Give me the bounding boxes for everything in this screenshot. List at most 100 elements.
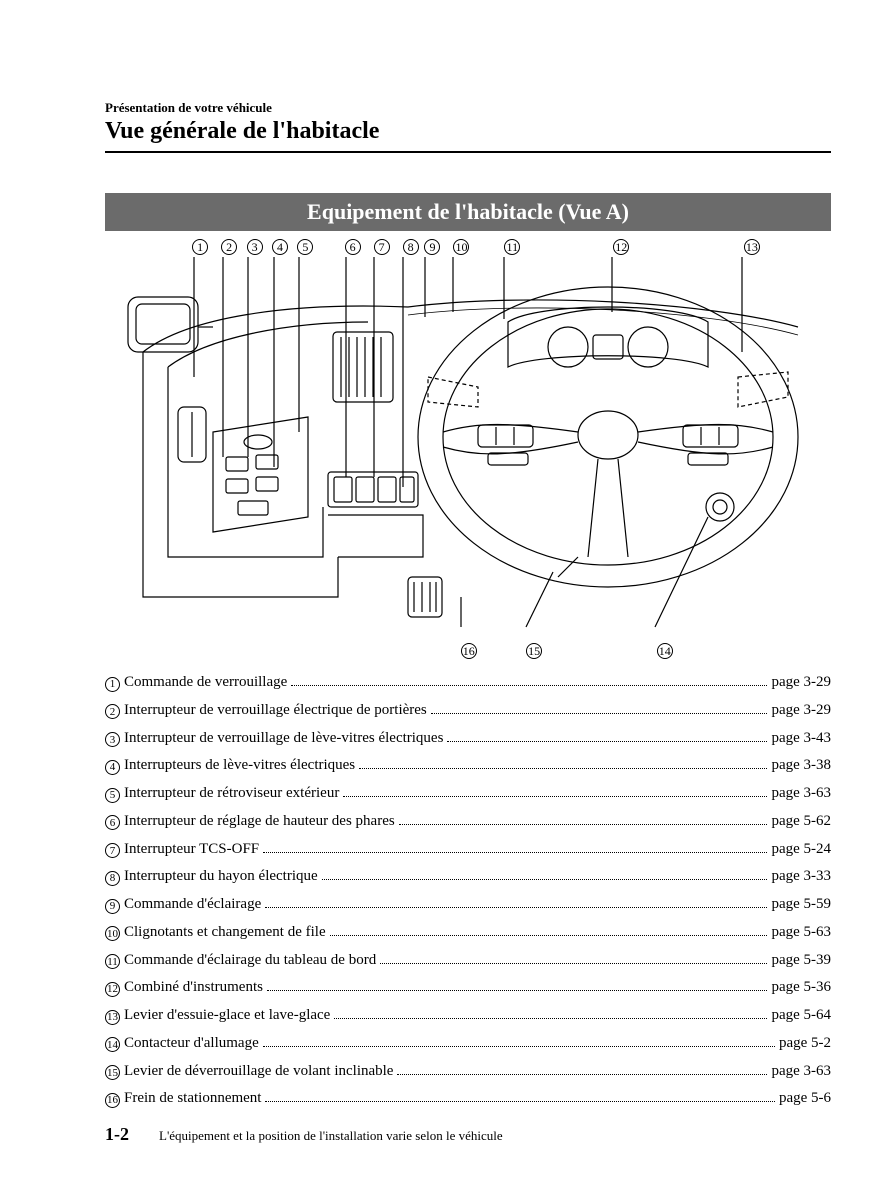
legend-leader-dots [291, 685, 767, 686]
callout-14: 14 [657, 643, 673, 659]
legend-number: 4 [105, 760, 120, 775]
legend-label: Commande de verrouillage [124, 669, 287, 697]
legend-number: 6 [105, 815, 120, 830]
header-large: Vue générale de l'habitacle [105, 118, 831, 153]
legend-page-ref: page 3-63 [771, 780, 831, 808]
legend-label: Commande d'éclairage du tableau de bord [124, 947, 376, 975]
legend-row: 10 Clignotants et changement de file page… [105, 919, 831, 947]
legend-row: 14 Contacteur d'allumage page 5-2 [105, 1030, 831, 1058]
legend-row: 11 Commande d'éclairage du tableau de bor… [105, 947, 831, 975]
legend-page-ref: page 5-59 [771, 891, 831, 919]
legend-row: 3Interrupteur de verrouillage de lève-vi… [105, 725, 831, 753]
legend-leader-dots [431, 713, 768, 714]
legend-label: Combiné d'instruments [124, 974, 263, 1002]
legend-number: 9 [105, 899, 120, 914]
legend-page-ref: page 5-64 [771, 1002, 831, 1030]
legend-number: 16 [105, 1093, 120, 1108]
legend-number: 10 [105, 926, 120, 941]
legend-page-ref: page 5-24 [771, 836, 831, 864]
legend-number: 8 [105, 871, 120, 886]
legend-number: 13 [105, 1010, 120, 1025]
legend-number: 7 [105, 843, 120, 858]
legend-row: 15 Levier de déverrouillage de volant inc… [105, 1058, 831, 1086]
legend-row: 9 Commande d'éclairage page 5-59 [105, 891, 831, 919]
legend-row: 12Combiné d'instruments page 5-36 [105, 974, 831, 1002]
legend-row: 4 Interrupteurs de lève-vitres électrique… [105, 752, 831, 780]
legend-number: 14 [105, 1037, 120, 1052]
legend-page-ref: page 5-6 [779, 1085, 831, 1113]
legend-label: Interrupteurs de lève-vitres électriques [124, 752, 355, 780]
legend-leader-dots [322, 879, 768, 880]
footer-page-number: 1-2 [105, 1124, 129, 1145]
legend-page-ref: page 3-43 [771, 725, 831, 753]
legend-leader-dots [265, 1101, 774, 1102]
legend-label: Levier d'essuie-glace et lave-glace [124, 1002, 330, 1030]
section-title-bar: Equipement de l'habitacle (Vue A) [105, 193, 831, 231]
legend-leader-dots [334, 1018, 767, 1019]
legend-label: Contacteur d'allumage [124, 1030, 259, 1058]
legend-leader-dots [397, 1074, 767, 1075]
callout-12: 12 [613, 239, 629, 255]
legend-number: 15 [105, 1065, 120, 1080]
callout-5: 5 [297, 239, 313, 255]
legend-number: 2 [105, 704, 120, 719]
callout-7: 7 [374, 239, 390, 255]
callout-2: 2 [221, 239, 237, 255]
legend-label: Interrupteur de verrouillage électrique … [124, 697, 427, 725]
legend-page-ref: page 3-33 [771, 863, 831, 891]
legend-page-ref: page 3-38 [771, 752, 831, 780]
legend-row: 2 Interrupteur de verrouillage électrique… [105, 697, 831, 725]
legend-row: 6 Interrupteur de réglage de hauteur des … [105, 808, 831, 836]
legend-leader-dots [359, 768, 767, 769]
callout-15: 15 [526, 643, 542, 659]
page-footer: 1-2 L'équipement et la position de l'ins… [105, 1124, 831, 1145]
legend-page-ref: page 3-63 [771, 1058, 831, 1086]
legend-leader-dots [263, 852, 767, 853]
legend-leader-dots [343, 796, 767, 797]
legend-leader-dots [330, 935, 768, 936]
legend-number: 1 [105, 677, 120, 692]
legend-label: Levier de déverrouillage de volant incli… [124, 1058, 393, 1086]
interior-diagram: 12345678910111213 [105, 239, 831, 659]
callout-9: 9 [424, 239, 440, 255]
legend-leader-dots [267, 990, 767, 991]
legend-page-ref: page 3-29 [771, 697, 831, 725]
legend-page-ref: page 5-39 [771, 947, 831, 975]
manual-page: Présentation de votre véhicule Vue génér… [0, 0, 891, 1200]
legend-label: Clignotants et changement de file [124, 919, 326, 947]
legend-label: Interrupteur de rétroviseur extérieur [124, 780, 339, 808]
callout-16: 16 [461, 643, 477, 659]
legend-label: Commande d'éclairage [124, 891, 261, 919]
legend-row: 1 Commande de verrouillage page 3-29 [105, 669, 831, 697]
legend-leader-dots [265, 907, 767, 908]
footer-note: L'équipement et la position de l'install… [159, 1128, 503, 1144]
callout-13: 13 [744, 239, 760, 255]
callout-6: 6 [345, 239, 361, 255]
callout-8: 8 [403, 239, 419, 255]
dashboard-line-art [105, 257, 831, 657]
legend-row: 16 Frein de stationnement page 5-6 [105, 1085, 831, 1113]
callout-1: 1 [192, 239, 208, 255]
legend-leader-dots [447, 741, 767, 742]
callout-4: 4 [272, 239, 288, 255]
legend-label: Interrupteur de verrouillage de lève-vit… [124, 725, 443, 753]
legend-page-ref: page 3-29 [771, 669, 831, 697]
legend-page-ref: page 5-2 [779, 1030, 831, 1058]
legend-label: Frein de stationnement [124, 1085, 261, 1113]
legend-leader-dots [263, 1046, 775, 1047]
legend-number: 11 [105, 954, 120, 969]
callouts-top-row: 12345678910111213 [105, 239, 831, 259]
legend-page-ref: page 5-63 [771, 919, 831, 947]
legend-leader-dots [399, 824, 768, 825]
legend-label: Interrupteur de réglage de hauteur des p… [124, 808, 395, 836]
legend-label: Interrupteur du hayon électrique [124, 863, 318, 891]
legend-leader-dots [380, 963, 767, 964]
callout-11: 11 [504, 239, 520, 255]
callouts-bottom-row: 16 15 14 [105, 639, 831, 659]
legend-row: 5Interrupteur de rétroviseur extérieur p… [105, 780, 831, 808]
legend-number: 12 [105, 982, 120, 997]
legend-row: 8 Interrupteur du hayon électrique page 3… [105, 863, 831, 891]
callout-3: 3 [247, 239, 263, 255]
legend-row: 13 Levier d'essuie-glace et lave-glace pa… [105, 1002, 831, 1030]
legend-row: 7Interrupteur TCS-OFF page 5-24 [105, 836, 831, 864]
